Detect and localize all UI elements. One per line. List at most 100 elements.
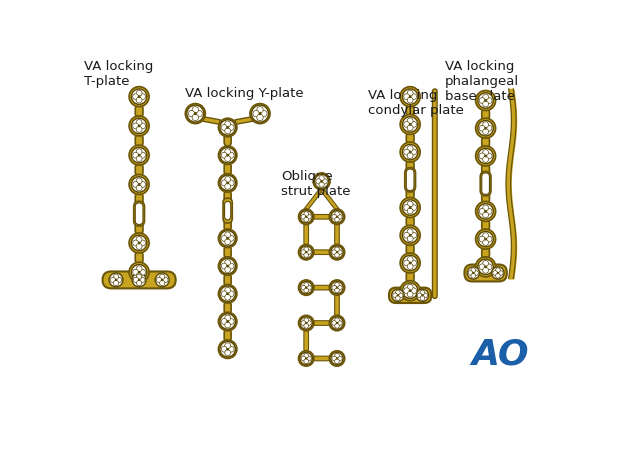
Text: VA locking
condylar plate: VA locking condylar plate (368, 89, 464, 117)
Circle shape (498, 271, 503, 275)
Circle shape (483, 268, 489, 273)
Circle shape (300, 281, 312, 294)
Circle shape (138, 154, 141, 157)
FancyBboxPatch shape (102, 271, 175, 288)
FancyBboxPatch shape (312, 356, 331, 361)
FancyBboxPatch shape (135, 193, 143, 205)
Circle shape (402, 89, 418, 104)
Circle shape (138, 183, 141, 186)
Circle shape (226, 348, 229, 351)
FancyBboxPatch shape (480, 172, 491, 196)
Circle shape (479, 98, 485, 103)
Circle shape (133, 269, 139, 275)
Circle shape (224, 350, 231, 356)
Circle shape (335, 359, 339, 364)
Circle shape (221, 124, 227, 130)
Circle shape (226, 237, 229, 240)
Circle shape (478, 148, 494, 164)
Circle shape (313, 173, 330, 190)
Circle shape (402, 283, 418, 298)
Circle shape (221, 152, 227, 158)
Circle shape (396, 296, 400, 301)
Circle shape (224, 287, 231, 293)
Circle shape (185, 104, 205, 123)
Circle shape (305, 322, 308, 324)
Circle shape (136, 127, 142, 132)
Circle shape (420, 290, 425, 295)
Polygon shape (319, 189, 339, 209)
Circle shape (136, 266, 142, 272)
Circle shape (400, 225, 420, 245)
Circle shape (404, 122, 410, 127)
Circle shape (298, 245, 314, 260)
FancyBboxPatch shape (304, 224, 309, 245)
Polygon shape (203, 117, 220, 124)
Circle shape (409, 95, 412, 98)
Circle shape (250, 104, 270, 123)
Text: Oblique
strut plate: Oblique strut plate (281, 170, 350, 198)
Circle shape (136, 97, 142, 103)
Circle shape (307, 321, 311, 325)
Circle shape (336, 322, 338, 324)
FancyBboxPatch shape (135, 252, 143, 264)
Circle shape (407, 146, 413, 151)
Circle shape (336, 358, 338, 359)
Circle shape (140, 181, 146, 187)
Circle shape (218, 118, 237, 137)
Circle shape (115, 279, 117, 281)
Circle shape (409, 206, 412, 209)
Circle shape (479, 125, 485, 131)
FancyBboxPatch shape (406, 216, 414, 227)
Circle shape (407, 90, 413, 96)
Circle shape (407, 125, 413, 131)
Circle shape (337, 214, 342, 219)
FancyBboxPatch shape (482, 109, 489, 120)
Circle shape (409, 151, 412, 153)
Circle shape (196, 110, 202, 117)
Circle shape (484, 238, 487, 241)
Circle shape (335, 324, 339, 328)
Circle shape (409, 123, 412, 126)
Circle shape (224, 121, 231, 127)
FancyBboxPatch shape (224, 274, 231, 286)
Circle shape (483, 260, 489, 266)
Circle shape (224, 128, 231, 134)
FancyBboxPatch shape (134, 201, 144, 226)
Circle shape (298, 209, 314, 224)
Circle shape (228, 235, 234, 241)
Circle shape (483, 233, 489, 239)
Circle shape (228, 319, 234, 325)
Circle shape (300, 317, 312, 329)
Circle shape (220, 230, 236, 246)
Circle shape (407, 291, 413, 297)
Circle shape (483, 129, 489, 134)
Circle shape (400, 87, 420, 106)
Circle shape (472, 272, 474, 274)
Circle shape (228, 263, 234, 269)
Circle shape (159, 274, 165, 280)
Circle shape (140, 240, 146, 246)
Circle shape (329, 315, 345, 331)
Circle shape (402, 145, 418, 160)
Circle shape (467, 267, 479, 279)
Circle shape (136, 273, 142, 279)
Circle shape (140, 269, 146, 275)
Circle shape (220, 120, 236, 135)
Circle shape (305, 358, 308, 359)
Circle shape (129, 145, 149, 165)
Circle shape (136, 280, 142, 285)
Circle shape (332, 321, 337, 325)
Circle shape (224, 184, 231, 189)
Circle shape (397, 294, 399, 297)
Circle shape (478, 259, 494, 274)
Circle shape (423, 293, 428, 297)
Circle shape (136, 243, 142, 249)
Polygon shape (304, 189, 324, 209)
FancyBboxPatch shape (482, 136, 489, 148)
Circle shape (131, 118, 147, 134)
Circle shape (336, 216, 338, 218)
FancyBboxPatch shape (406, 105, 414, 116)
Circle shape (226, 265, 229, 268)
Circle shape (228, 180, 234, 186)
Circle shape (221, 235, 227, 241)
